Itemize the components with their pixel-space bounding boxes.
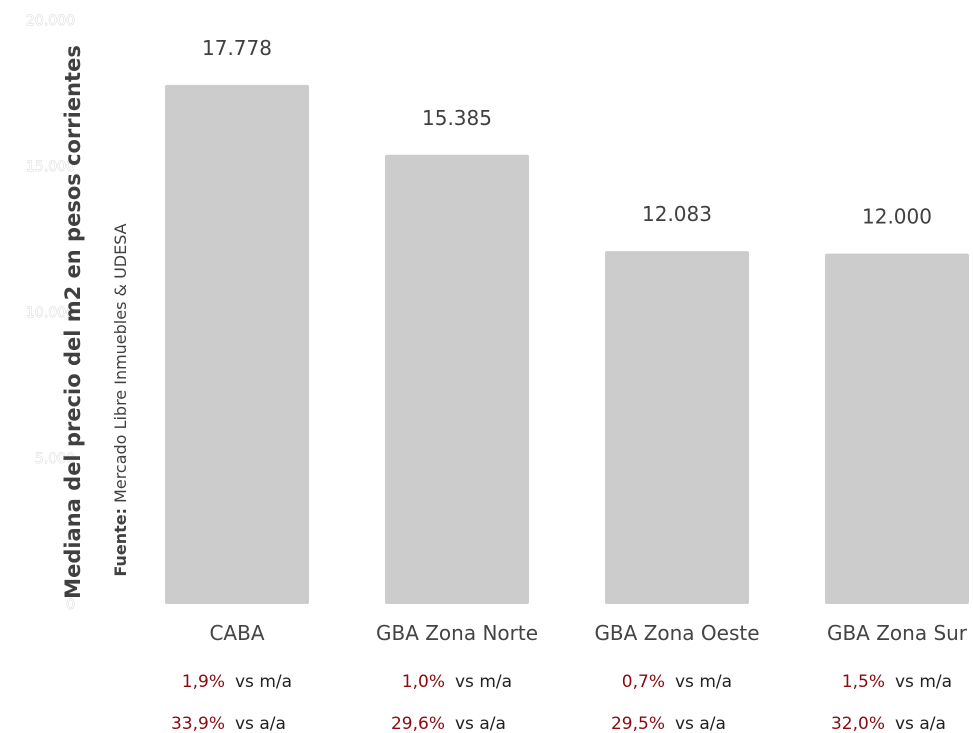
bar-value-label: 17.778 <box>202 36 272 60</box>
category-label: GBA Zona Sur <box>827 621 968 645</box>
mom-change-label: vs m/a <box>675 672 732 692</box>
bar-value-label: 12.000 <box>862 205 932 229</box>
category-labels: CABA GBA Zona Norte GBA Zona Oeste GBA Zona… <box>209 621 967 645</box>
y-tick-label: 5.000 <box>35 451 75 467</box>
mom-change-label: vs m/a <box>235 672 292 692</box>
y-axis-label: Mediana del precio del m2 en pesos corri… <box>61 45 85 599</box>
yoy-change-label: vs a/a <box>895 714 946 733</box>
yoy-change-value: 29,6% <box>391 714 445 733</box>
bar <box>165 84 309 605</box>
mom-change-label: vs m/a <box>895 672 952 692</box>
source-label: Fuente: <box>111 508 130 577</box>
category-label: GBA Zona Oeste <box>594 621 759 645</box>
yoy-change-label: vs a/a <box>455 714 506 733</box>
yoy-change-value: 32,0% <box>831 714 885 733</box>
bar <box>605 251 749 605</box>
yoy-change-value: 33,9% <box>171 714 225 733</box>
source-text: Mercado Libre Inmuebles & UDESA <box>111 223 130 503</box>
y-tick-label: 10.000 <box>26 305 75 321</box>
bars <box>165 84 969 605</box>
bar <box>385 154 529 604</box>
bar-value-label: 15.385 <box>422 106 492 130</box>
source-note: Fuente: Mercado Libre Inmuebles & UDESA <box>111 223 130 576</box>
mom-change-value: 1,0% <box>402 672 445 692</box>
y-tick-label: 15.000 <box>26 159 75 175</box>
mom-change-label: vs m/a <box>455 672 512 692</box>
category-label: CABA <box>209 621 264 645</box>
change-indicators: 1,9% vs m/a 33,9% vs a/a 1,0% vs m/a 29,6% vs a… <box>171 672 952 733</box>
mom-change-value: 1,9% <box>182 672 225 692</box>
yoy-change-label: vs a/a <box>675 714 726 733</box>
mom-change-value: 1,5% <box>842 672 885 692</box>
bar-value-label: 12.083 <box>642 202 712 226</box>
mom-change-value: 0,7% <box>622 672 665 692</box>
y-tick-label: 20.000 <box>26 13 75 29</box>
value-labels: 17.778 15.385 12.083 12.000 <box>201 34 934 230</box>
category-label: GBA Zona Norte <box>376 621 538 645</box>
yoy-change-value: 29,5% <box>611 714 665 733</box>
y-tick-label: 0 <box>66 597 75 613</box>
yoy-change-label: vs a/a <box>235 714 286 733</box>
y-axis-ticks: 0 5.000 10.000 15.000 20.000 <box>26 13 76 614</box>
bar <box>825 253 969 604</box>
